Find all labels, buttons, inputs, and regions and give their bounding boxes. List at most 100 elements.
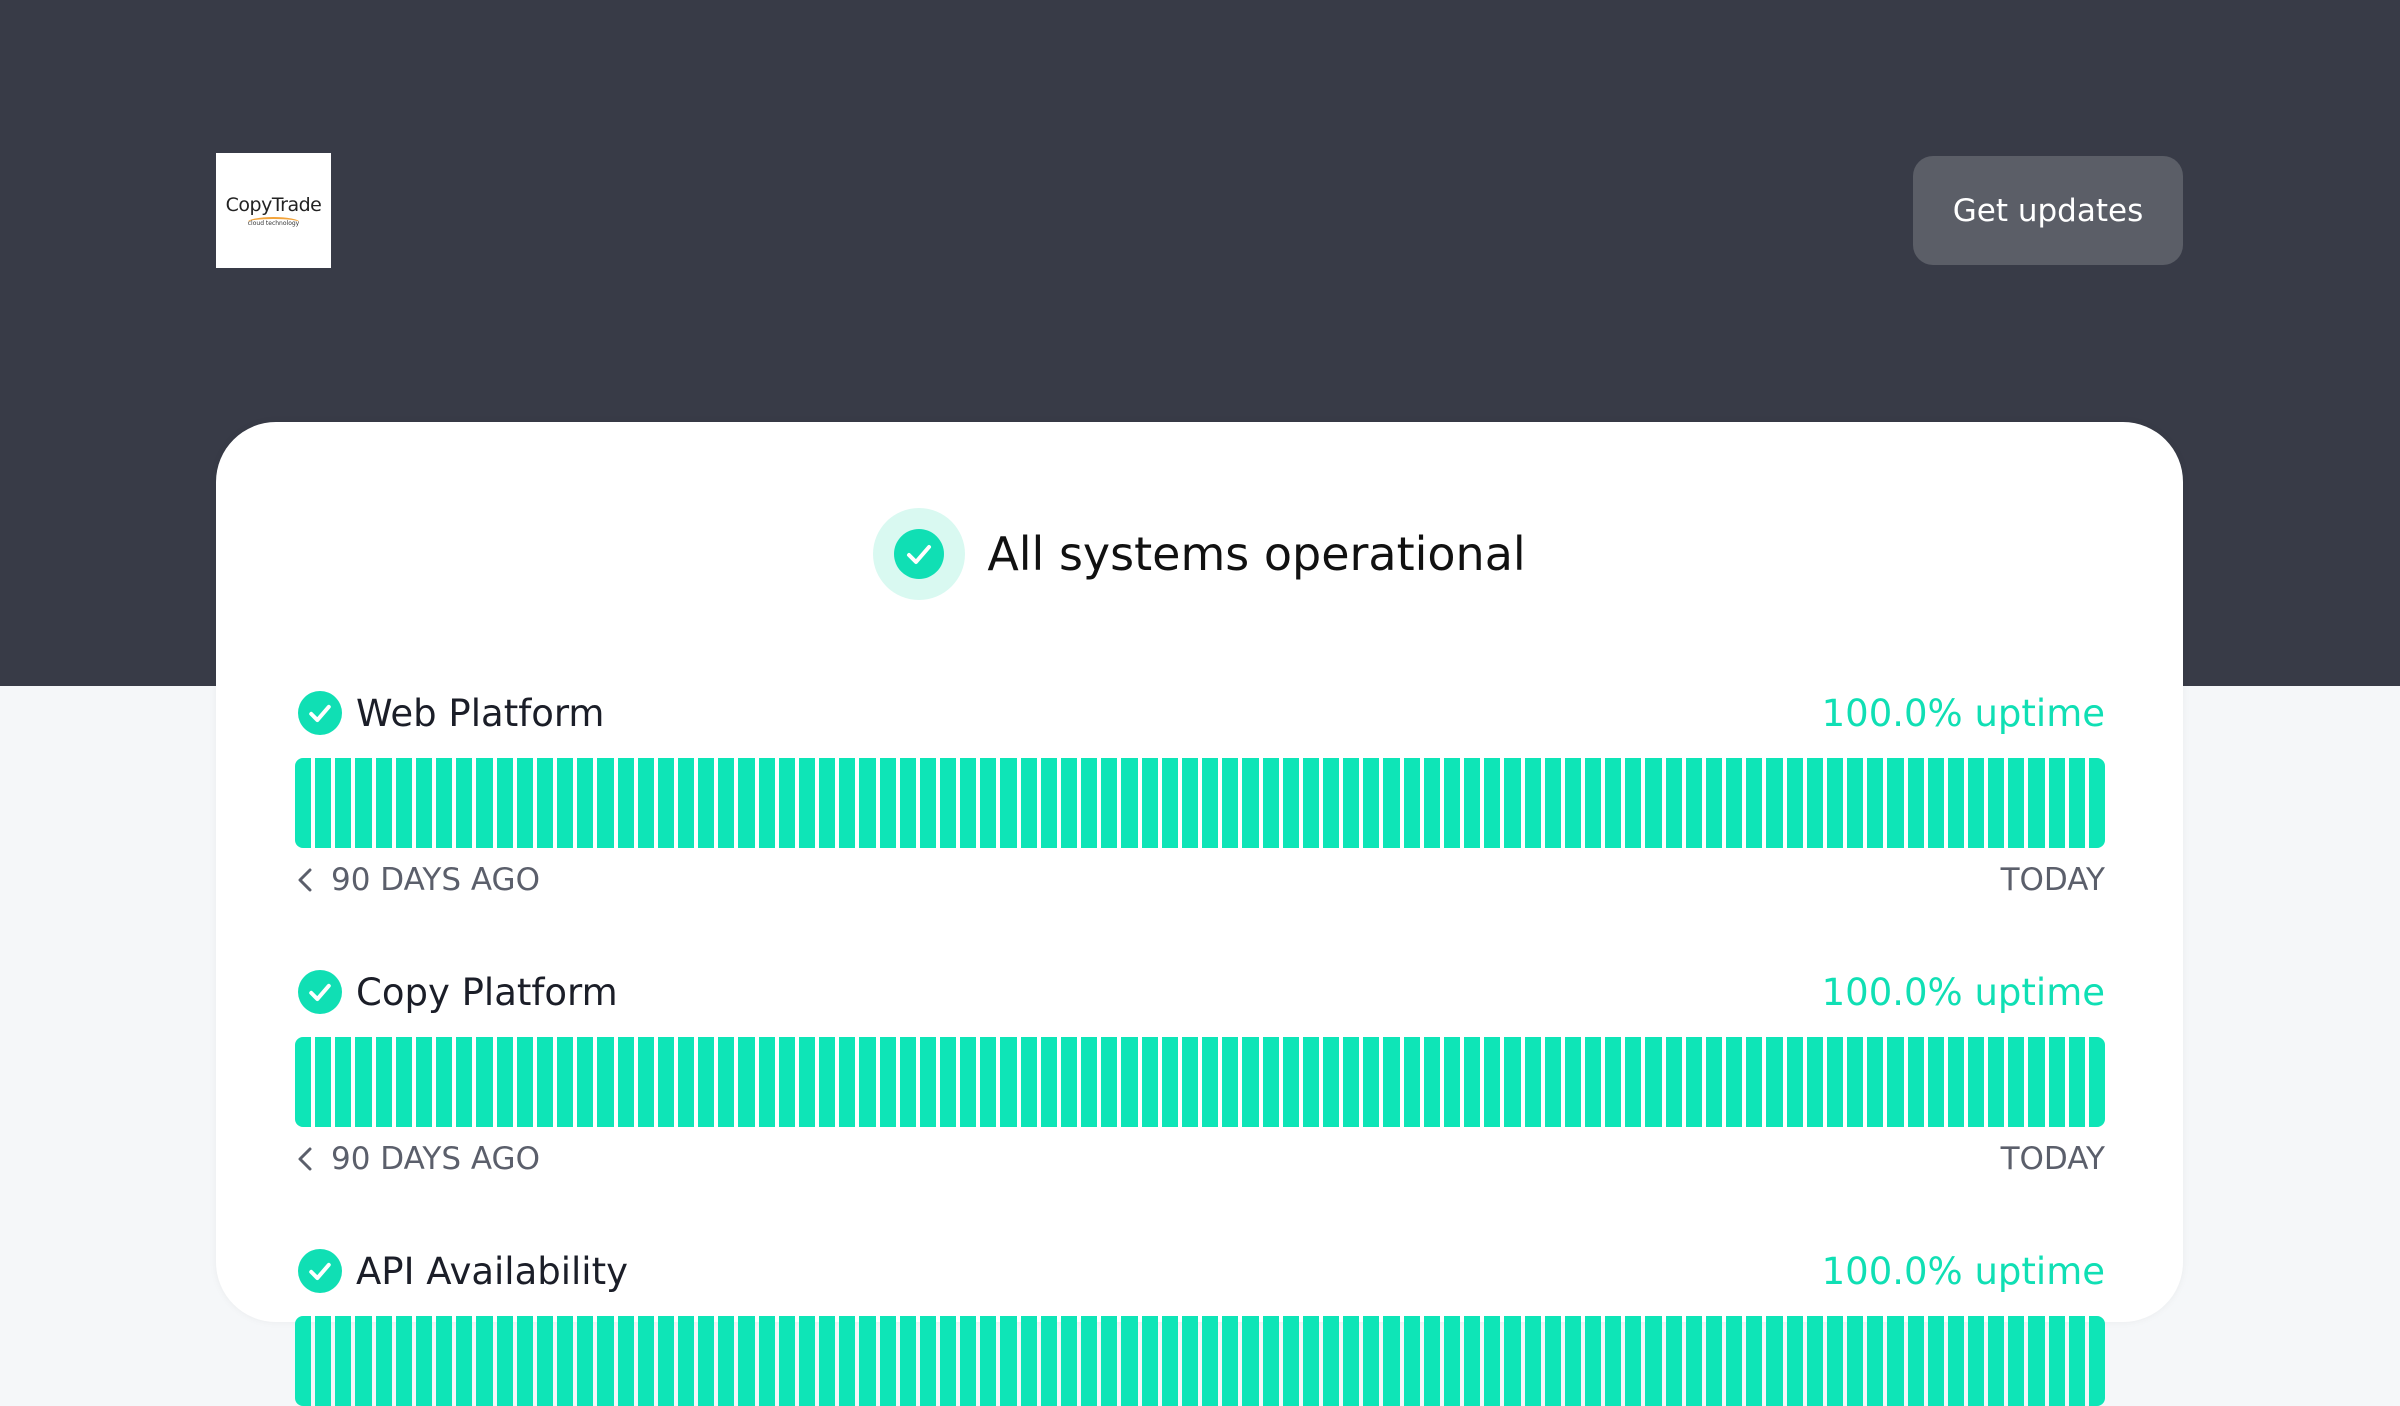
uptime-day xyxy=(597,758,614,848)
uptime-day xyxy=(2068,1316,2085,1406)
uptime-day xyxy=(1443,758,1461,848)
uptime-day xyxy=(879,1037,896,1127)
uptime-day xyxy=(1947,1316,1964,1406)
uptime-day xyxy=(1081,758,1098,848)
uptime-day xyxy=(859,1037,876,1127)
uptime-day xyxy=(2088,1316,2105,1406)
uptime-day xyxy=(456,1316,473,1406)
uptime-day xyxy=(1282,1037,1299,1127)
get-updates-button[interactable]: Get updates xyxy=(1913,156,2183,265)
uptime-day xyxy=(617,758,634,848)
logo-text: CopyTrade xyxy=(225,194,322,216)
uptime-day xyxy=(1020,1037,1037,1127)
uptime-day xyxy=(577,1316,594,1406)
uptime-day xyxy=(476,1037,493,1127)
uptime-day xyxy=(597,1037,614,1127)
uptime-day xyxy=(1262,758,1279,848)
uptime-day xyxy=(1564,1316,1581,1406)
uptime-day xyxy=(718,1316,735,1406)
uptime-day xyxy=(456,758,473,848)
uptime-day xyxy=(1625,758,1642,848)
uptime-day xyxy=(1907,1316,1924,1406)
uptime-day xyxy=(1927,1316,1944,1406)
uptime-day xyxy=(1524,1037,1541,1127)
uptime-day xyxy=(1222,758,1239,848)
uptime-day xyxy=(1081,1037,1098,1127)
uptime-day xyxy=(2008,1037,2025,1127)
uptime-day xyxy=(1161,1037,1178,1127)
uptime-day xyxy=(295,1316,312,1406)
uptime-day xyxy=(2008,1316,2025,1406)
uptime-day xyxy=(1544,1037,1561,1127)
uptime-day xyxy=(1121,1316,1138,1406)
uptime-day xyxy=(1746,1037,1763,1127)
uptime-day xyxy=(1907,758,1924,848)
uptime-day xyxy=(1887,1037,1904,1127)
uptime-day xyxy=(1645,1316,1662,1406)
uptime: 100.0% uptime xyxy=(1821,691,2105,735)
start-label: 90 DAYS AGO xyxy=(331,1141,540,1177)
uptime-day xyxy=(2028,758,2045,848)
uptime-day xyxy=(355,758,372,848)
uptime-day xyxy=(1322,1316,1340,1406)
component-name-group: Copy Platform xyxy=(295,970,618,1014)
uptime-day xyxy=(1806,758,1823,848)
uptime-day xyxy=(1121,1037,1138,1127)
uptime-day xyxy=(1645,1037,1662,1127)
uptime-day xyxy=(960,1037,977,1127)
uptime-bars xyxy=(295,1316,2105,1406)
uptime-day xyxy=(1705,1037,1723,1127)
uptime-day xyxy=(1222,1316,1239,1406)
uptime-day xyxy=(698,758,715,848)
uptime-day xyxy=(375,758,392,848)
uptime-day xyxy=(1383,758,1400,848)
uptime-day xyxy=(335,1316,352,1406)
uptime-day xyxy=(1282,758,1299,848)
uptime-day xyxy=(315,1037,332,1127)
uptime-day xyxy=(1665,1037,1682,1127)
uptime-day xyxy=(1464,758,1481,848)
uptime-day xyxy=(899,1037,916,1127)
uptime-day xyxy=(1141,1037,1158,1127)
uptime-day xyxy=(1302,1037,1319,1127)
uptime-day xyxy=(1161,758,1178,848)
timeline-start: 90 DAYS AGO xyxy=(295,862,540,898)
uptime-day xyxy=(1605,1316,1622,1406)
uptime-day xyxy=(738,758,755,848)
component-header: Copy Platform 100.0% uptime xyxy=(295,967,2105,1017)
uptime-day xyxy=(1101,1037,1118,1127)
uptime-day xyxy=(1383,1037,1400,1127)
uptime-day xyxy=(1322,758,1340,848)
uptime-day xyxy=(1020,1316,1037,1406)
logo[interactable]: CopyTrade cloud technology xyxy=(216,153,331,268)
uptime-day xyxy=(1826,1316,1844,1406)
uptime-day xyxy=(1544,758,1561,848)
uptime-day xyxy=(940,1037,957,1127)
timeline: 90 DAYS AGO TODAY xyxy=(295,862,2105,898)
uptime-day xyxy=(1645,758,1662,848)
uptime-day xyxy=(1262,1037,1279,1127)
uptime-day xyxy=(758,1316,775,1406)
uptime-day xyxy=(496,1037,513,1127)
uptime-day xyxy=(2028,1037,2045,1127)
uptime-day xyxy=(1000,758,1017,848)
uptime-day xyxy=(557,758,574,848)
uptime-day xyxy=(2028,1316,2045,1406)
uptime-day xyxy=(496,1316,513,1406)
uptime-day xyxy=(1403,1037,1420,1127)
uptime-day xyxy=(456,1037,473,1127)
uptime-day xyxy=(1524,1316,1541,1406)
uptime-day xyxy=(1464,1037,1481,1127)
uptime-day xyxy=(1786,1316,1803,1406)
uptime-day xyxy=(698,1037,715,1127)
uptime-day xyxy=(1040,758,1057,848)
uptime-day xyxy=(1585,1037,1602,1127)
uptime-day xyxy=(738,1316,755,1406)
uptime-day xyxy=(1947,1037,1964,1127)
uptime-day xyxy=(516,758,533,848)
uptime-day xyxy=(436,1037,453,1127)
uptime-day xyxy=(718,758,735,848)
uptime-day xyxy=(536,1037,554,1127)
uptime-day xyxy=(1605,1037,1622,1127)
component: API Availability 100.0% uptime xyxy=(295,1246,2105,1406)
